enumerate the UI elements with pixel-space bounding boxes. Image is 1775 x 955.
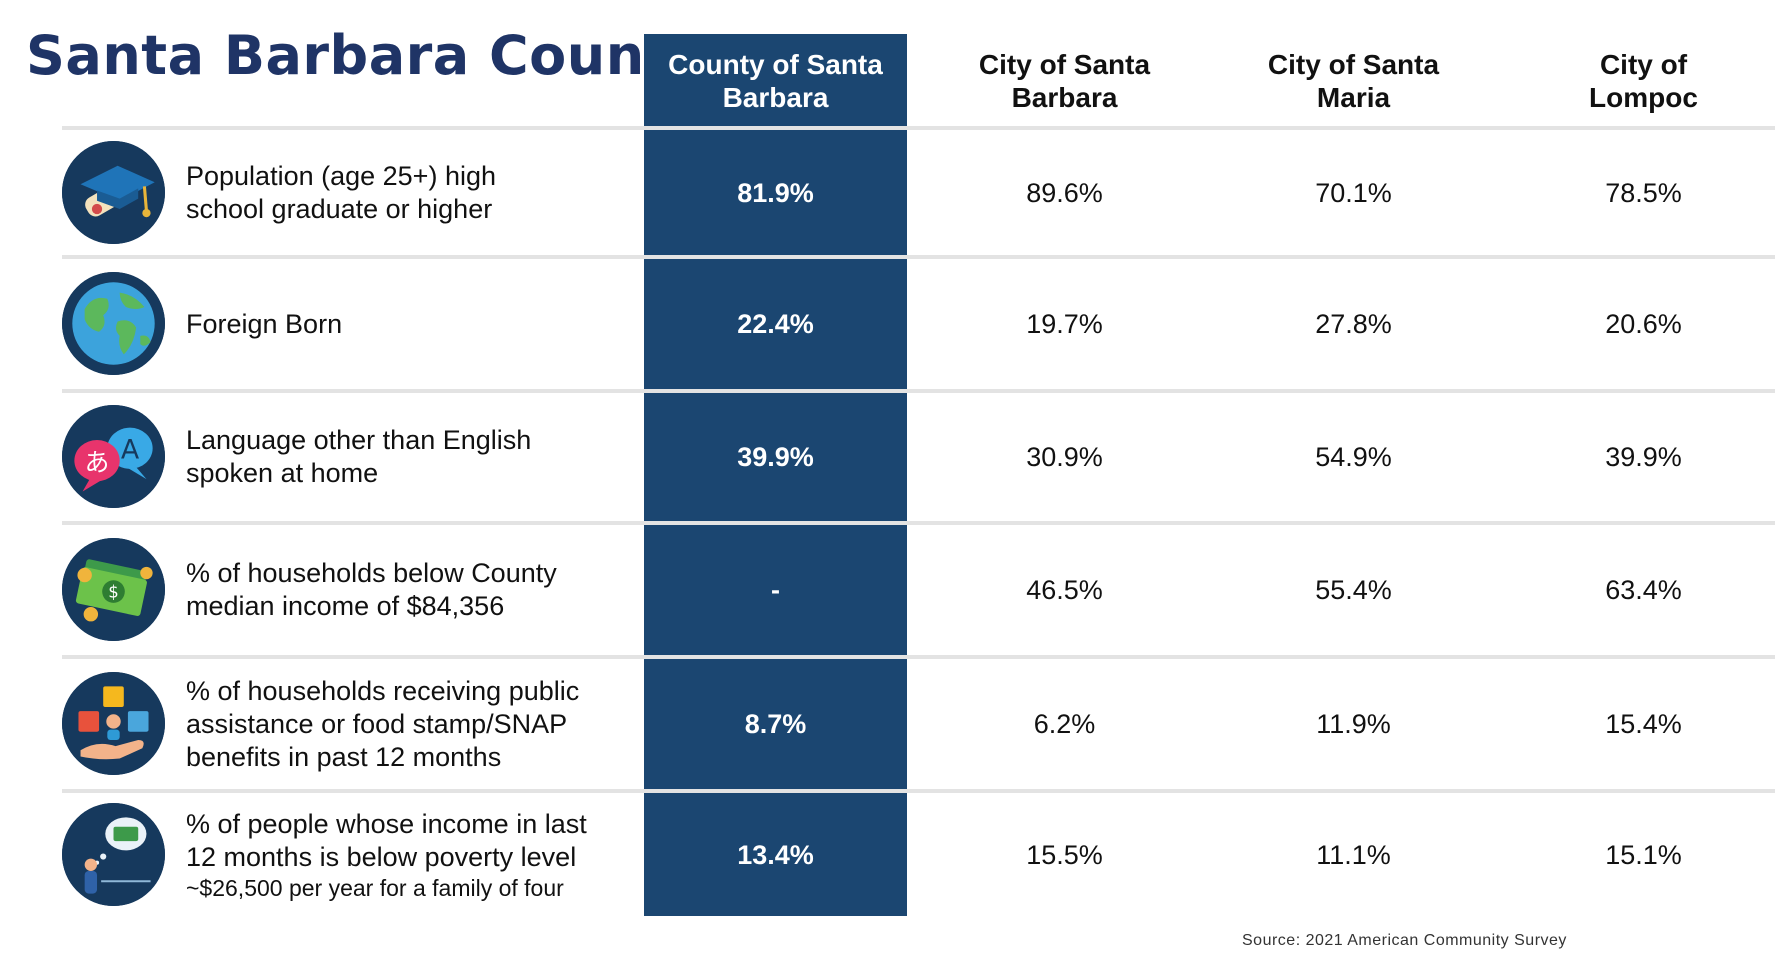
value-cell: 70.1% [1315,177,1392,208]
row-label: % of households receiving public assistan… [186,675,579,774]
value-cell: 27.8% [1315,309,1392,339]
value-cell: 15.1% [1605,840,1682,870]
value-cell: 13.4% [737,840,814,870]
value-cell: 54.9% [1315,442,1392,472]
value-cell: 15.4% [1605,709,1682,739]
value-cell: - [771,575,780,605]
header-divider [62,126,1775,130]
column-header: County of Santa Barbara [644,48,907,114]
value-cell: 6.2% [1033,709,1096,739]
page-title: Santa Barbara County [26,24,707,87]
value-cell: 39.9% [737,442,814,472]
column-header: City of Lompoc [1512,48,1775,114]
svg-text:A: A [121,435,140,466]
svg-text:$: $ [108,583,118,602]
county-column-highlight [644,34,907,916]
row-label: % of people whose income in last 12 month… [186,808,587,903]
column-header: City of Santa Barbara [933,48,1196,114]
source-note: Source: 2021 American Community Survey [1242,932,1567,949]
value-cell: 89.6% [1026,177,1103,208]
row-label: % of households below County median incom… [186,557,557,623]
row-label-line: school graduate or higher [186,193,493,224]
column-header-line: Maria [1316,82,1391,113]
row-label-line: Population (age 25+) high [186,160,496,191]
value-cell: 8.7% [744,709,807,739]
row-label-note: ~$26,500 per year for a family of four [186,874,564,901]
row-divider [62,255,1775,259]
value-cell: 22.4% [737,309,814,339]
column-header-line: City of [1599,49,1688,80]
value-cell: 78.5% [1605,177,1682,208]
column-header-line: City of Santa [1267,49,1440,80]
row-label: Language other than English spoken at hom… [186,424,531,490]
row-label-line: Foreign Born [186,308,343,339]
svg-text:あ: あ [85,448,110,477]
row-divider [62,655,1775,659]
value-cell: 39.9% [1605,442,1682,472]
column-header-line: Barbara [1011,82,1118,113]
row-label: Population (age 25+) high school graduate… [186,160,496,226]
column-header-line: Barbara [722,82,829,113]
money-bills-coins-icon: $ [62,538,165,641]
column-header-line: Lompoc [1589,82,1698,113]
row-label-line: % of households below County [186,558,557,588]
public-assistance-hand-icon [62,672,165,775]
row-label-line: benefits in past 12 months [186,741,502,772]
value-cell: 20.6% [1605,309,1682,339]
row-label-line: % of households receiving public [186,675,580,706]
graduation-cap-diploma-icon [62,140,165,244]
row-label-line: Language other than English [186,425,532,455]
globe-icon [62,272,165,375]
value-cell: 11.1% [1316,840,1391,870]
row-label: Foreign Born [186,308,342,341]
row-label-line: assistance or food stamp/SNAP [186,708,568,739]
value-cell: 19.7% [1026,309,1103,339]
row-label-line: 12 months is below poverty level [186,841,577,872]
value-cell: 15.5% [1026,840,1103,870]
row-label-line: median income of $84,356 [186,591,505,621]
value-cell: 46.5% [1026,575,1103,605]
row-divider [62,789,1775,793]
value-cell: 30.9% [1026,442,1103,472]
value-cell: 81.9% [737,177,814,208]
row-divider [62,521,1775,525]
value-cell: 63.4% [1605,575,1682,605]
value-cell: 55.4% [1315,575,1392,605]
row-divider [62,389,1775,393]
person-thinking-money-icon [62,803,165,906]
value-cell: 11.9% [1316,709,1391,739]
column-header-line: County of Santa [668,49,883,80]
column-header-line: City of Santa [978,49,1151,80]
row-label-line: spoken at home [186,458,379,488]
column-header: City of Santa Maria [1222,48,1485,114]
row-label-line: % of people whose income in last [186,808,587,839]
